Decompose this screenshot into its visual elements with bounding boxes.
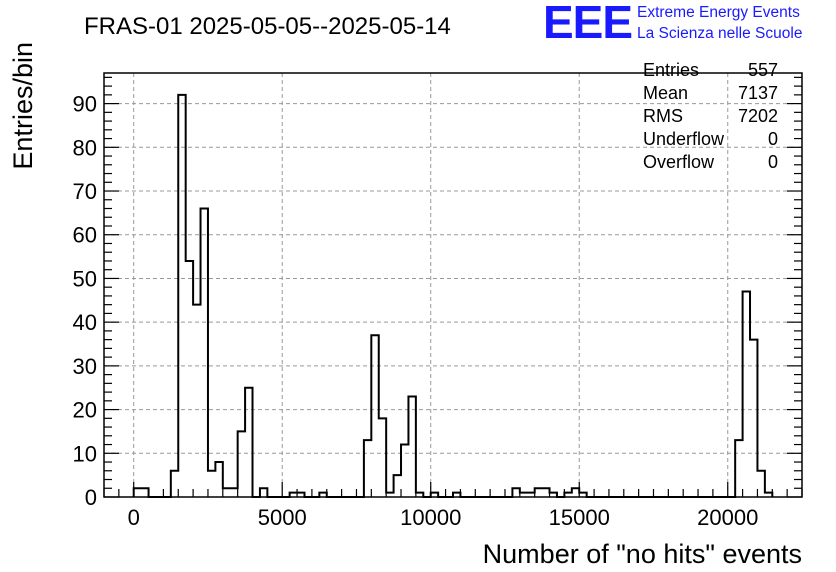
y-tick-label: 20 (73, 398, 97, 423)
stats-rms-value: 7202 (738, 106, 778, 126)
eee-logo-line2: La Scienza nelle Scuole (637, 25, 803, 42)
stats-mean-label: Mean (643, 83, 688, 103)
x-axis-label: Number of "no hits" events (483, 539, 802, 569)
y-tick-label: 90 (73, 92, 97, 117)
y-tick-label: 60 (73, 223, 97, 248)
y-tick-label: 70 (73, 179, 97, 204)
histogram-outline (132, 93, 774, 498)
stats-underflow-label: Underflow (643, 129, 725, 149)
stats-entries-label: Entries (643, 60, 699, 80)
eee-logo-mark: EEE (543, 0, 633, 48)
stats-rms-label: RMS (643, 106, 683, 126)
grid-lines (104, 73, 802, 497)
y-tick-label: 80 (73, 135, 97, 160)
eee-logo-line1: Extreme Energy Events (637, 4, 800, 21)
stats-mean-value: 7137 (738, 83, 778, 103)
stats-overflow-value: 0 (768, 152, 778, 172)
x-tick-label: 20000 (697, 505, 758, 530)
chart-title: FRAS-01 2025-05-05--2025-05-14 (84, 13, 451, 40)
stats-overflow-label: Overflow (643, 152, 715, 172)
y-tick-label: 0 (85, 485, 97, 510)
stats-box: Entries 557 Mean 7137 RMS 7202 Underflow… (643, 60, 778, 172)
stats-underflow-value: 0 (768, 129, 778, 149)
y-tick-label: 40 (73, 310, 97, 335)
y-tick-label: 30 (73, 354, 97, 379)
stats-entries-value: 557 (748, 60, 778, 80)
x-tick-label: 15000 (549, 505, 610, 530)
axes: 0 5000 10000 15000 20000 0 10 20 30 40 50 60 70 80 90 (73, 72, 803, 530)
x-tick-label: 5000 (258, 505, 307, 530)
y-axis-label: Entries/bin (8, 42, 38, 170)
y-tick-label: 50 (73, 266, 97, 291)
x-tick-label: 10000 (400, 505, 461, 530)
y-tick-label: 10 (73, 441, 97, 466)
eee-logo: EEE Extreme Energy Events La Scienza nel… (543, 0, 833, 48)
x-tick-label: 0 (128, 505, 140, 530)
